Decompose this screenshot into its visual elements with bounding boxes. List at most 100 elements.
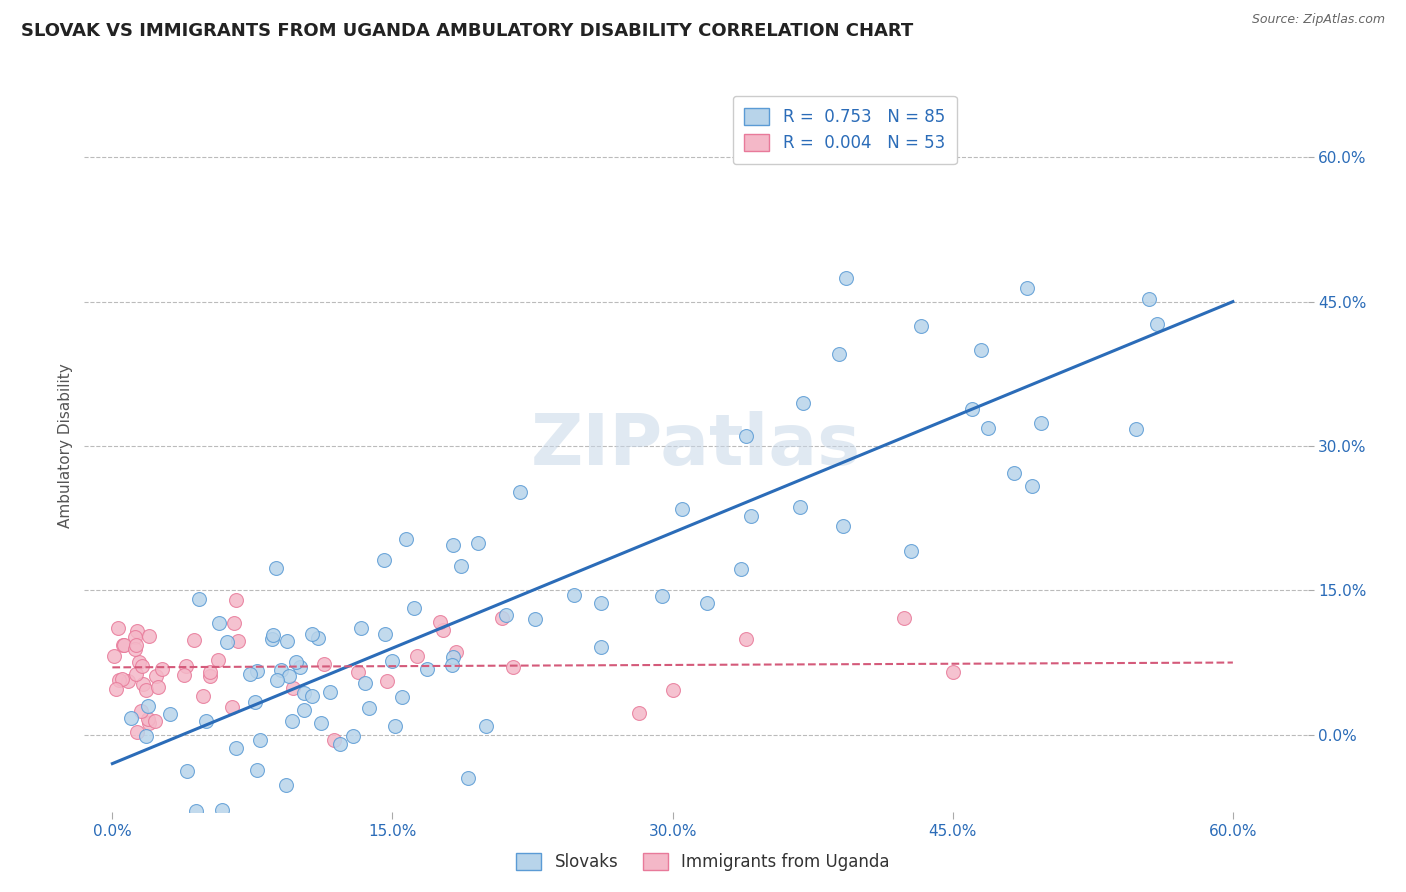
- Point: [290, 660, 312, 674]
- Point: [562, 588, 585, 602]
- Point: [191, 689, 214, 703]
- Point: [406, 649, 429, 664]
- Point: [215, 634, 238, 648]
- Point: [969, 343, 991, 358]
- Point: [651, 589, 673, 603]
- Point: [125, 725, 148, 739]
- Point: [661, 683, 683, 698]
- Point: [159, 707, 181, 722]
- Point: [627, 706, 650, 720]
- Point: [112, 638, 135, 652]
- Point: [900, 544, 922, 558]
- Point: [450, 559, 472, 574]
- Point: [312, 657, 335, 671]
- Point: [404, 601, 426, 615]
- Point: [277, 669, 299, 683]
- Point: [262, 628, 284, 642]
- Point: [117, 674, 139, 689]
- Point: [112, 638, 135, 652]
- Point: [301, 627, 323, 641]
- Point: [416, 662, 439, 676]
- Point: [960, 402, 983, 417]
- Point: [1029, 417, 1052, 431]
- Point: [246, 665, 269, 679]
- Point: [319, 684, 342, 698]
- Point: [120, 711, 142, 725]
- Point: [264, 560, 287, 574]
- Point: [108, 673, 131, 687]
- Point: [395, 533, 418, 547]
- Point: [495, 607, 517, 622]
- Point: [828, 347, 851, 361]
- Point: [730, 562, 752, 576]
- Point: [432, 623, 454, 637]
- Point: [835, 271, 858, 285]
- Point: [735, 632, 758, 646]
- Point: [375, 673, 398, 688]
- Point: [225, 593, 247, 607]
- Point: [143, 714, 166, 729]
- Point: [301, 689, 323, 703]
- Text: Source: ZipAtlas.com: Source: ZipAtlas.com: [1251, 13, 1385, 27]
- Point: [671, 501, 693, 516]
- Point: [221, 700, 243, 714]
- Point: [107, 621, 129, 635]
- Point: [249, 732, 271, 747]
- Point: [1002, 467, 1025, 481]
- Point: [239, 667, 262, 681]
- Point: [346, 665, 368, 680]
- Point: [222, 616, 245, 631]
- Point: [132, 677, 155, 691]
- Point: [384, 719, 406, 733]
- Point: [207, 653, 229, 667]
- Point: [266, 673, 288, 687]
- Point: [373, 553, 395, 567]
- Point: [188, 591, 211, 606]
- Point: [176, 764, 198, 778]
- Point: [292, 685, 315, 699]
- Point: [198, 669, 221, 683]
- Point: [281, 681, 304, 695]
- Point: [740, 509, 762, 524]
- Point: [475, 719, 498, 733]
- Point: [311, 715, 333, 730]
- Point: [103, 648, 125, 663]
- Point: [276, 633, 298, 648]
- Point: [1015, 280, 1038, 294]
- Point: [208, 615, 231, 630]
- Point: [441, 650, 464, 665]
- Point: [281, 714, 304, 728]
- Point: [329, 737, 352, 751]
- Point: [104, 682, 127, 697]
- Point: [942, 665, 965, 679]
- Point: [226, 634, 249, 648]
- Point: [792, 395, 814, 409]
- Point: [131, 659, 153, 673]
- Point: [342, 729, 364, 743]
- Point: [136, 699, 159, 714]
- Point: [467, 535, 489, 549]
- Point: [374, 627, 396, 641]
- Point: [127, 624, 149, 639]
- Point: [735, 428, 758, 442]
- Point: [125, 667, 148, 681]
- Legend: Slovaks, Immigrants from Uganda: Slovaks, Immigrants from Uganda: [508, 845, 898, 880]
- Point: [186, 804, 208, 818]
- Point: [135, 683, 157, 698]
- Point: [138, 715, 160, 730]
- Point: [270, 663, 292, 677]
- Point: [591, 596, 613, 610]
- Point: [183, 632, 205, 647]
- Point: [245, 763, 267, 777]
- Point: [146, 681, 169, 695]
- Point: [173, 668, 195, 682]
- Text: SLOVAK VS IMMIGRANTS FROM UGANDA AMBULATORY DISABILITY CORRELATION CHART: SLOVAK VS IMMIGRANTS FROM UGANDA AMBULAT…: [21, 22, 914, 40]
- Point: [591, 640, 613, 655]
- Point: [444, 645, 467, 659]
- Point: [211, 803, 233, 817]
- Point: [1021, 479, 1043, 493]
- Point: [125, 638, 148, 652]
- Point: [381, 654, 404, 668]
- Point: [150, 662, 173, 676]
- Point: [284, 656, 307, 670]
